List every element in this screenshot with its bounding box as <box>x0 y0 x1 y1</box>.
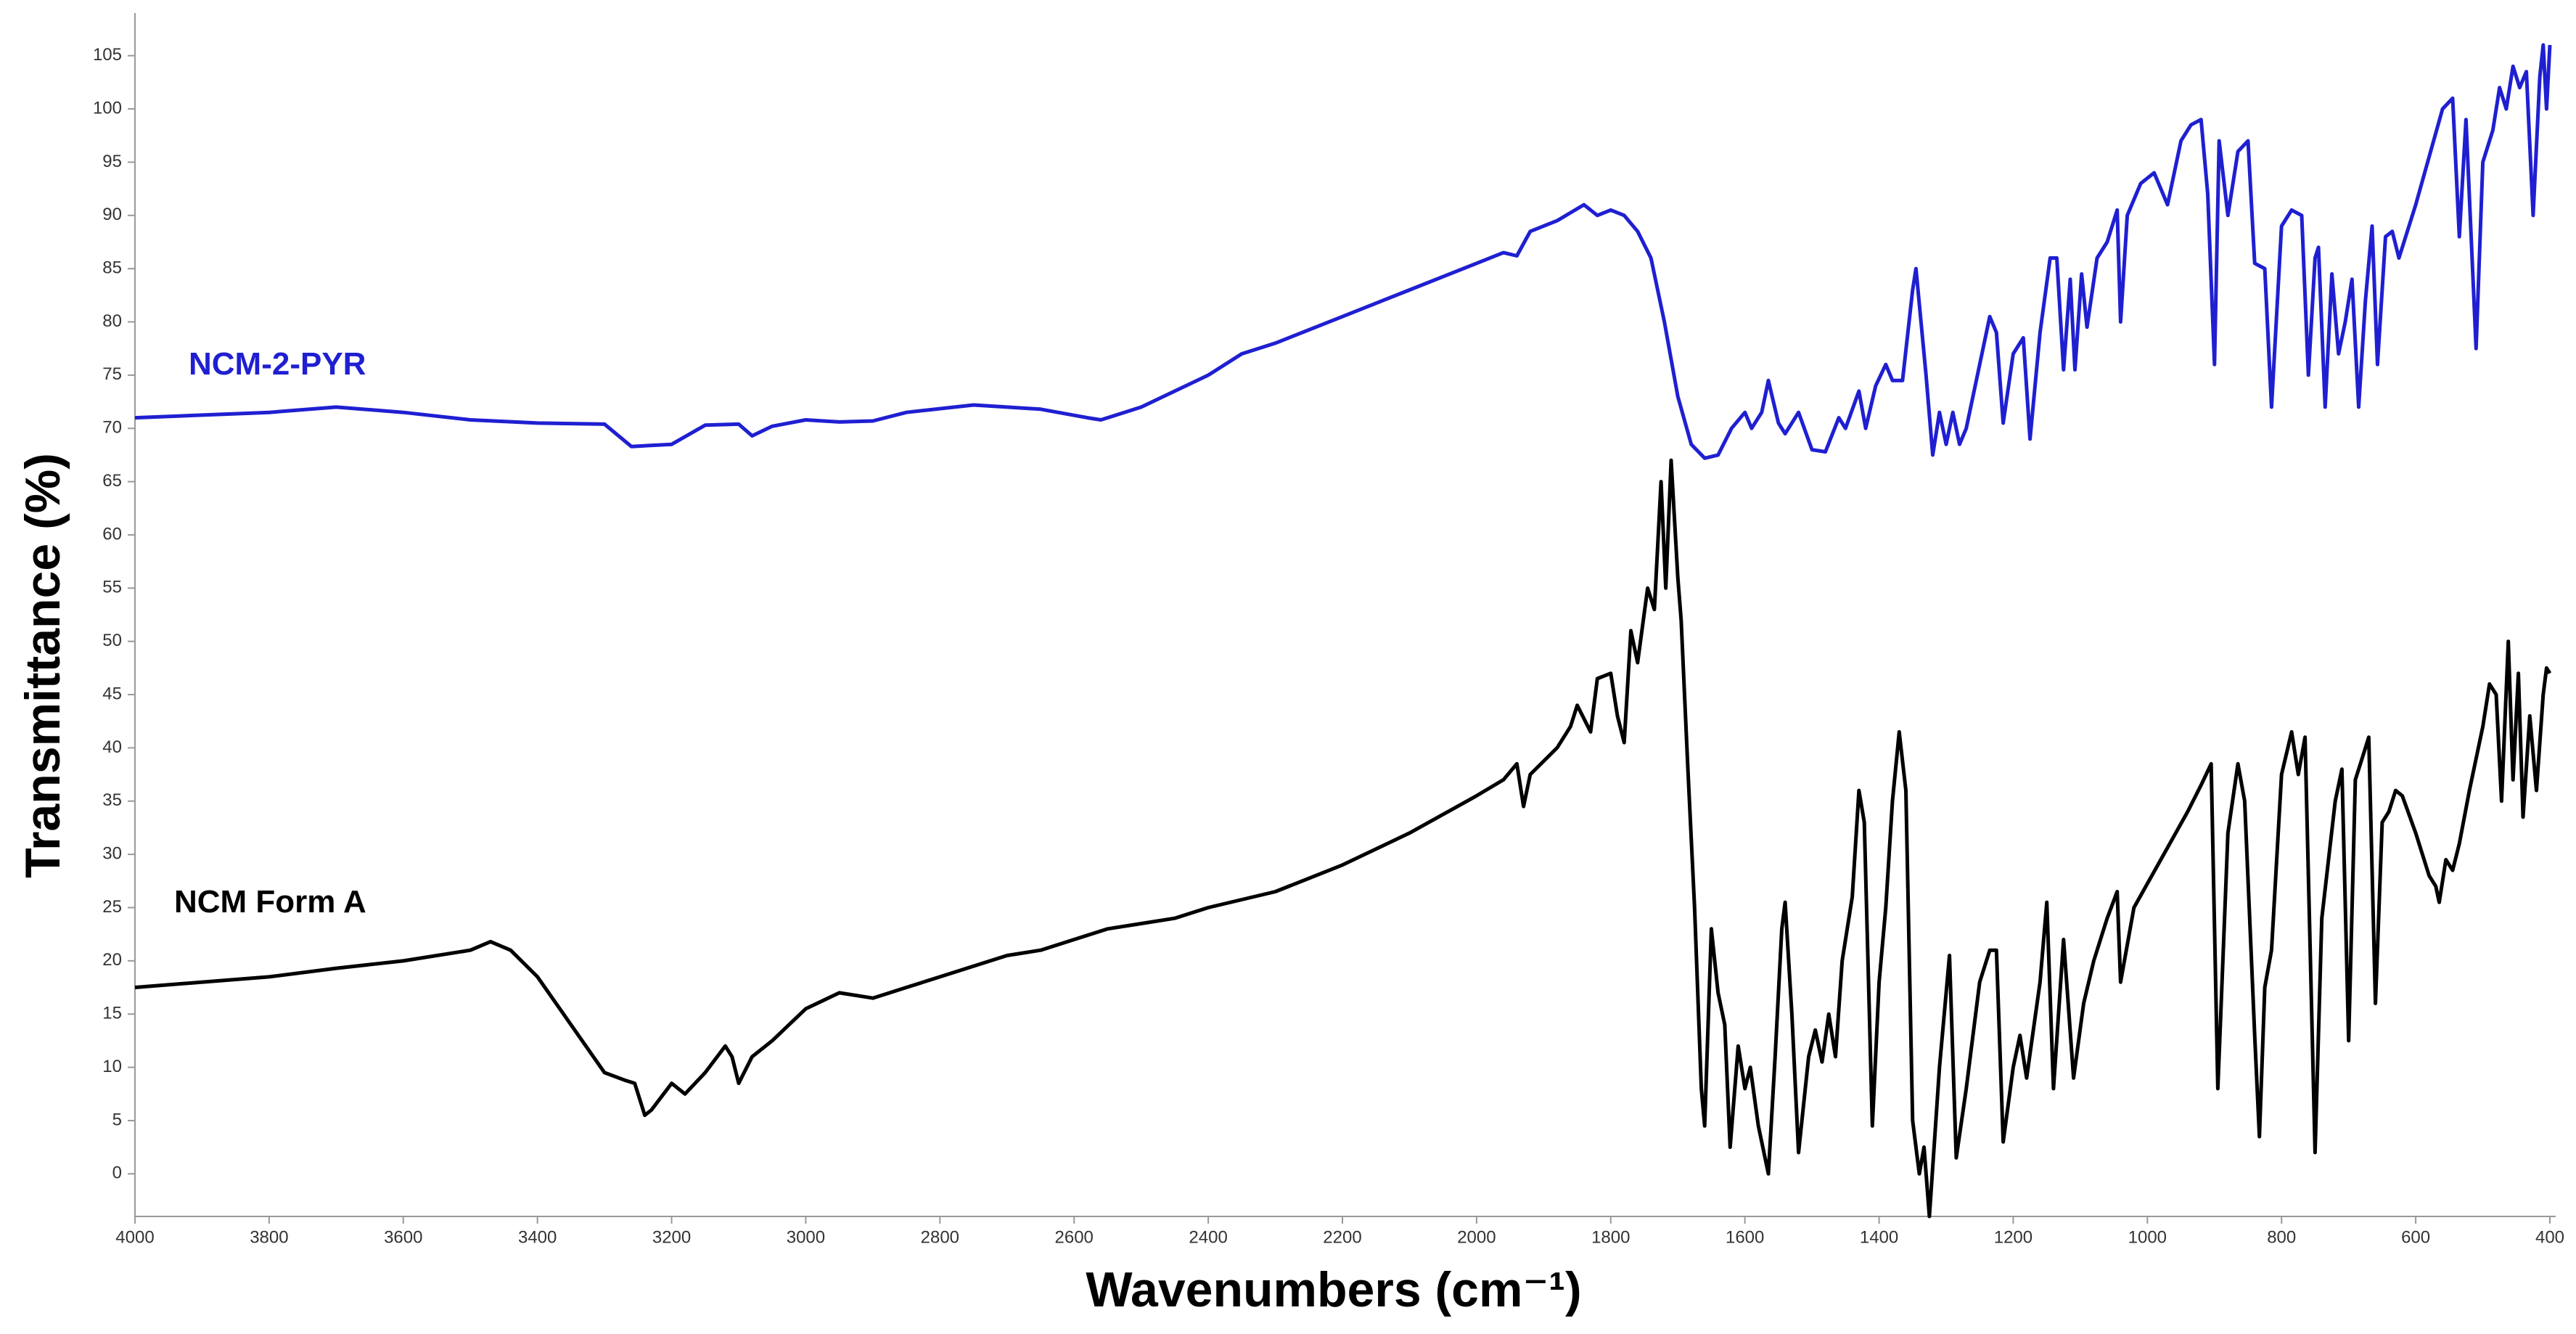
x-tick-label: 2400 <box>1189 1227 1227 1247</box>
y-tick-label: 100 <box>93 98 122 118</box>
y-tick-label: 15 <box>102 1004 122 1023</box>
y-axis-title: Transmittance (%) <box>15 453 70 878</box>
y-tick-label: 25 <box>102 897 122 917</box>
y-tick-label: 65 <box>102 471 122 491</box>
x-tick-label: 4000 <box>115 1227 154 1247</box>
x-tick-label: 3400 <box>518 1227 557 1247</box>
x-tick-label: 1600 <box>1726 1227 1764 1247</box>
y-tick-label: 60 <box>102 524 122 544</box>
x-tick-label: 600 <box>2401 1227 2430 1247</box>
x-tick-label: 3200 <box>652 1227 691 1247</box>
y-tick-label: 45 <box>102 684 122 703</box>
y-tick-label: 70 <box>102 418 122 438</box>
y-tick-label: 20 <box>102 950 122 970</box>
x-tick-label: 2600 <box>1055 1227 1094 1247</box>
y-tick-label: 0 <box>112 1163 122 1183</box>
series-line <box>134 43 2552 460</box>
x-tick-label: 1800 <box>1591 1227 1630 1247</box>
y-tick-label: 80 <box>102 311 122 331</box>
x-tick-label: 1400 <box>1860 1227 1898 1247</box>
series-label: NCM-2-PYR <box>189 346 366 382</box>
series-line <box>134 458 2552 1219</box>
x-tick-label: 3800 <box>250 1227 288 1247</box>
y-tick-label: 35 <box>102 790 122 810</box>
x-tick-label: 3000 <box>787 1227 825 1247</box>
y-tick-label: 10 <box>102 1057 122 1076</box>
x-tick-label: 2000 <box>1457 1227 1496 1247</box>
x-tick-label: 2800 <box>921 1227 959 1247</box>
y-tick-label: 5 <box>112 1110 122 1129</box>
x-tick-label: 2200 <box>1323 1227 1361 1247</box>
x-tick-label: 3600 <box>384 1227 422 1247</box>
y-tick-label: 85 <box>102 258 122 277</box>
x-tick-label: 800 <box>2267 1227 2296 1247</box>
series-label: NCM Form A <box>174 884 366 920</box>
y-tick-label: 50 <box>102 631 122 650</box>
x-tick-label: 1000 <box>2128 1227 2167 1247</box>
y-tick-label: 90 <box>102 205 122 224</box>
x-tick-label: 1200 <box>1994 1227 2033 1247</box>
x-axis-title: Wavenumbers (cm⁻¹) <box>1086 1262 1581 1317</box>
y-tick-label: 55 <box>102 578 122 597</box>
y-tick-label: 75 <box>102 364 122 384</box>
y-tick-label: 40 <box>102 737 122 757</box>
y-tick-label: 105 <box>93 45 122 65</box>
y-tick-label: 30 <box>102 843 122 863</box>
x-tick-label: 400 <box>2535 1227 2564 1247</box>
y-tick-label: 95 <box>102 152 122 171</box>
